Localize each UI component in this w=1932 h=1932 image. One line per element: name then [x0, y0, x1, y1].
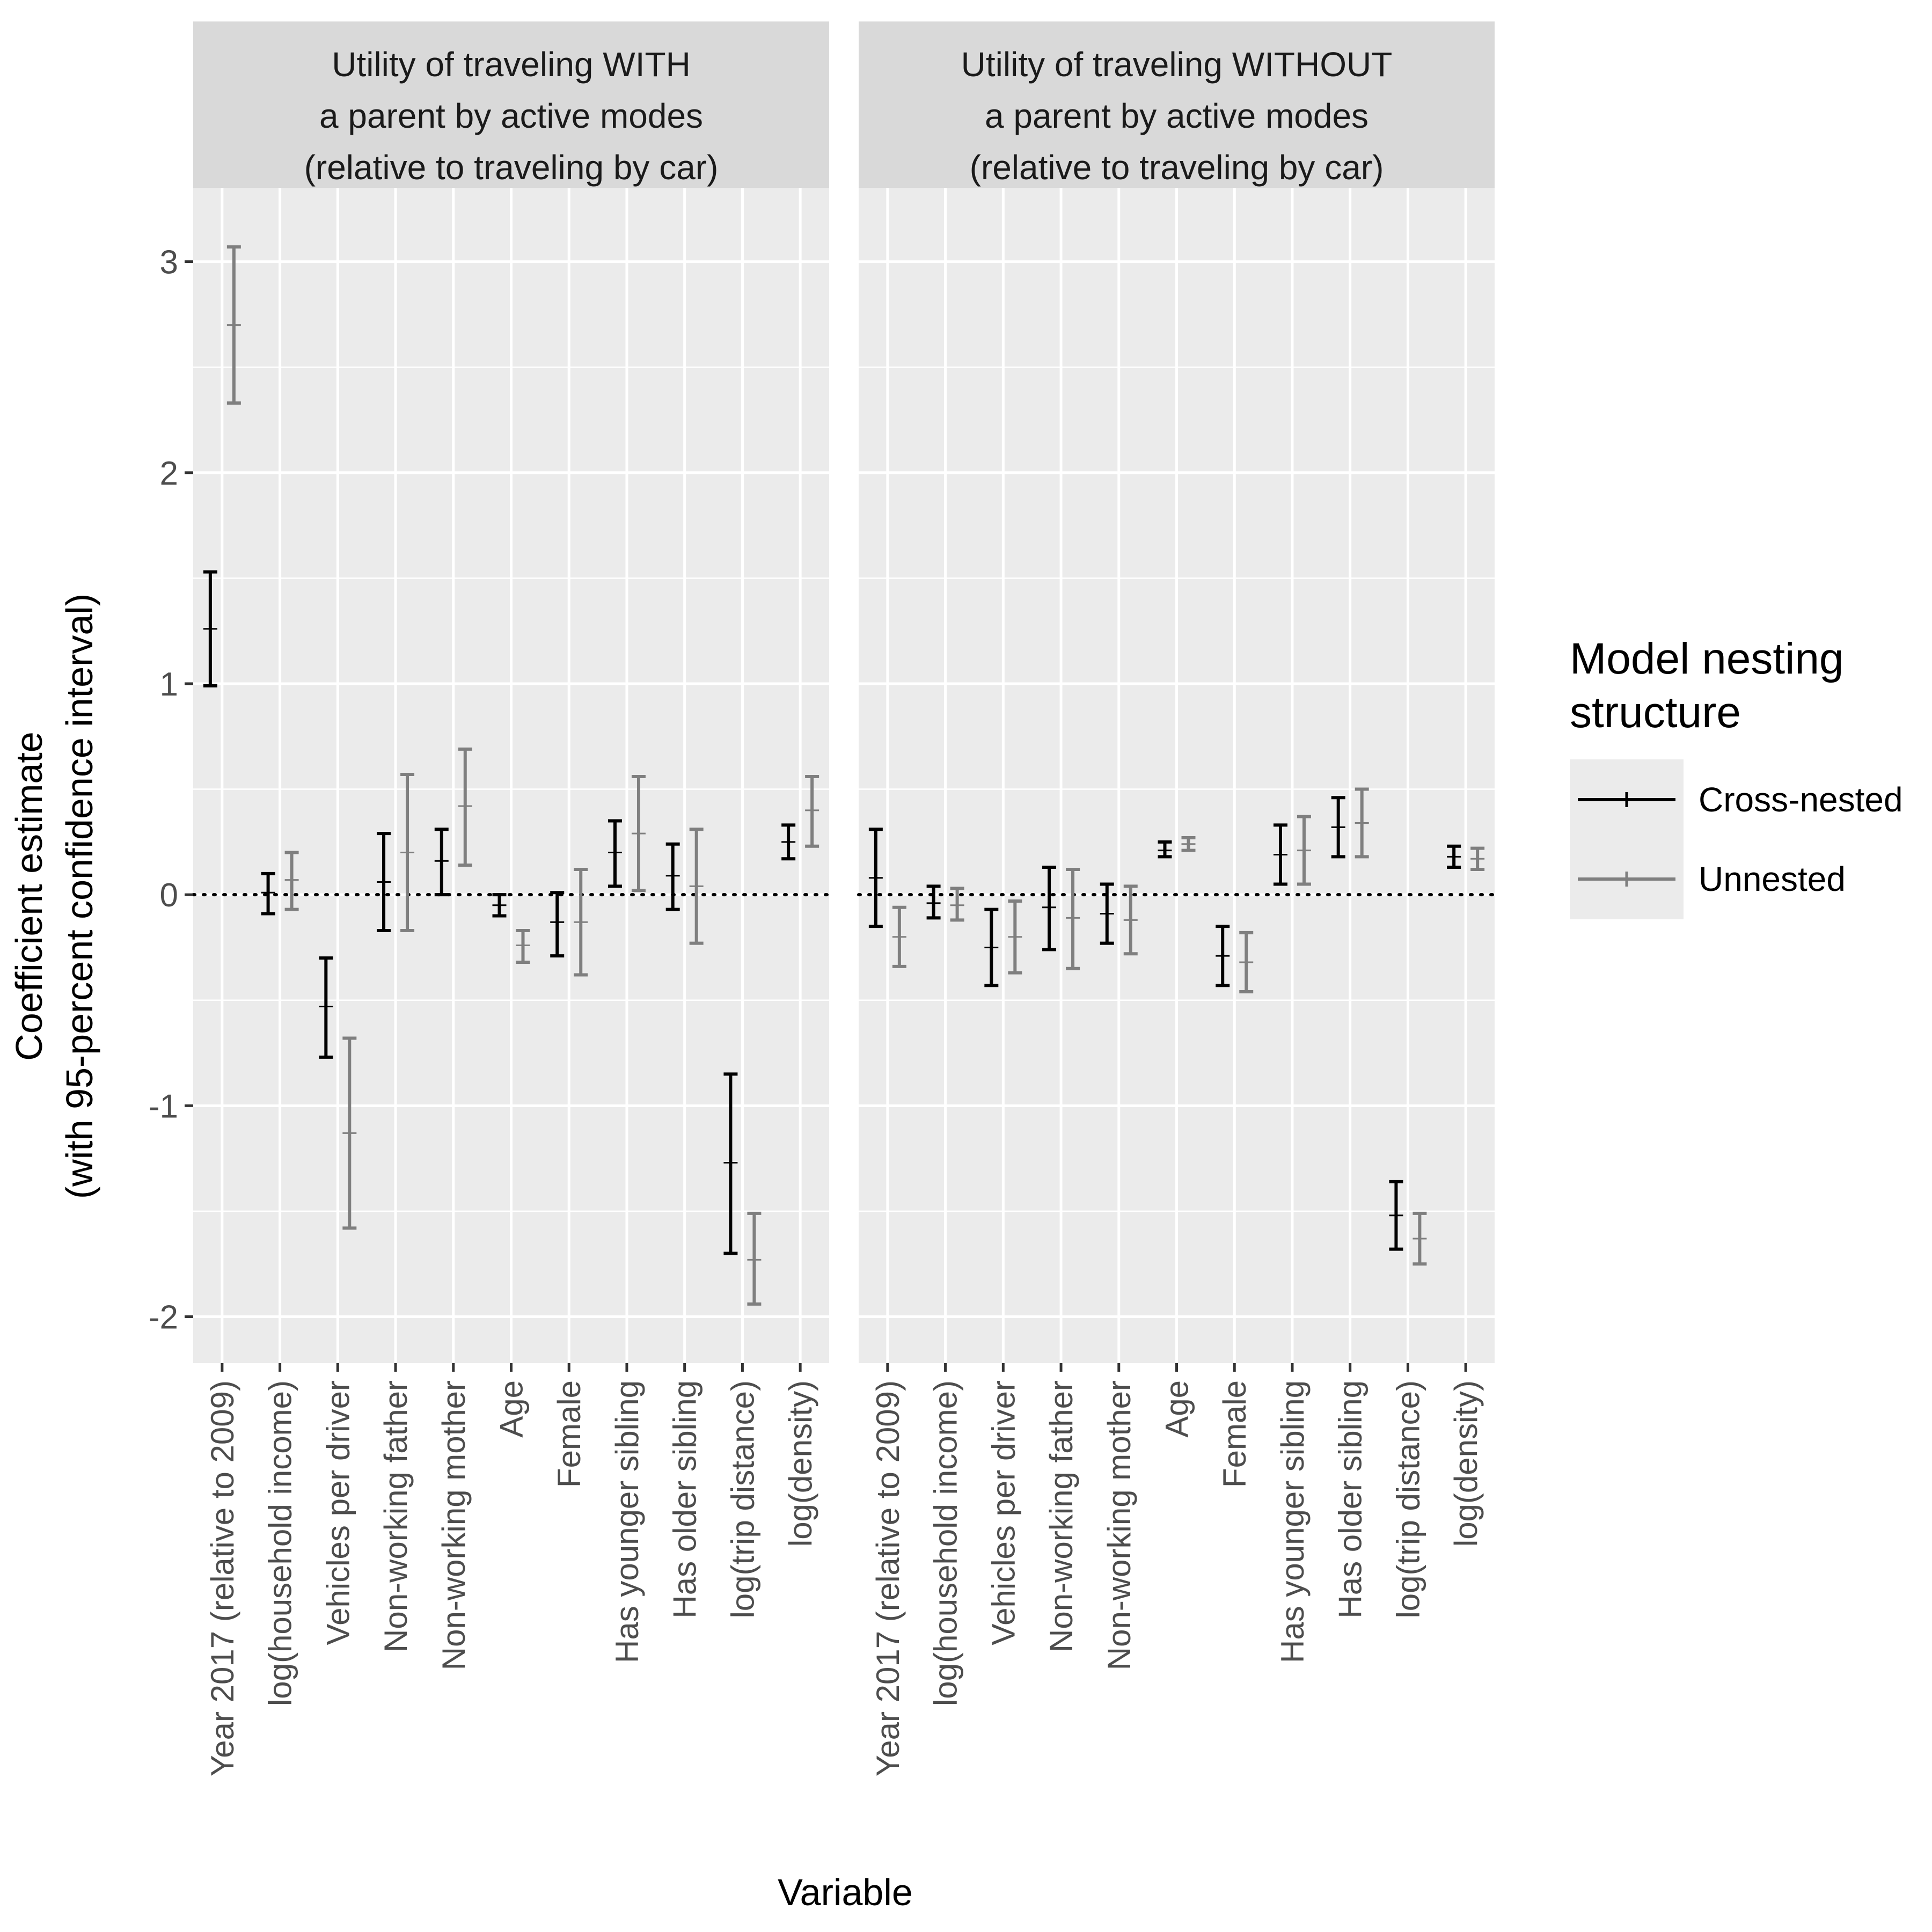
y-axis-title: Coefficient estimate (with 95-percent co… — [8, 594, 100, 1199]
error-bar-unnested — [342, 1036, 357, 1230]
legend-label-cross-nested: Cross-nested — [1699, 780, 1903, 819]
panel-strip — [859, 21, 1495, 188]
x-tick-label: log(density) — [782, 1380, 818, 1547]
error-bar-unnested — [284, 851, 299, 911]
error-bar-unnested — [747, 1211, 762, 1306]
error-bar-cross-nested — [319, 956, 333, 1059]
error-bar-cross-nested — [1331, 796, 1345, 859]
error-bar-unnested — [1355, 787, 1369, 859]
x-tick-label: Non-working father — [1043, 1380, 1079, 1652]
x-tick-label: Age — [494, 1380, 530, 1438]
error-bar-unnested — [805, 774, 819, 848]
error-bar-cross-nested — [1100, 882, 1114, 945]
error-bar-cross-nested — [608, 819, 622, 888]
x-tick-label: log(household income) — [262, 1380, 298, 1706]
legend-key-unnested — [1578, 872, 1675, 887]
error-bar-cross-nested — [1216, 925, 1230, 987]
error-bar-unnested — [1008, 899, 1022, 975]
x-tick-label: log(household income) — [928, 1380, 964, 1706]
legend-title-line-2: structure — [1570, 688, 1741, 737]
error-bar-cross-nested — [926, 884, 941, 920]
panel-title-line: a parent by active modes — [985, 97, 1368, 135]
panel-title-line: (relative to traveling by car) — [304, 148, 719, 187]
error-bar-cross-nested — [1389, 1180, 1403, 1251]
panel-title-line: Utility of traveling WITHOUT — [961, 45, 1393, 84]
error-bar-cross-nested — [984, 908, 999, 987]
x-tick-label: Female — [551, 1380, 587, 1488]
error-bar-unnested — [400, 773, 415, 932]
y-tick-label: -1 — [149, 1088, 178, 1125]
error-bar-cross-nested — [1273, 823, 1287, 886]
y-tick-label: 3 — [160, 244, 178, 281]
legend-label-unnested: Unnested — [1699, 860, 1846, 898]
error-bar-unnested — [1470, 846, 1485, 871]
x-tick-label: Has older sibling — [667, 1380, 703, 1619]
error-bar-cross-nested — [261, 872, 275, 916]
legend-title-line-1: Model nesting — [1570, 634, 1844, 683]
panel-2: Utility of traveling WITHOUT a parent by … — [857, 21, 1496, 1776]
error-bar-cross-nested — [377, 832, 391, 932]
x-tick-label: Non-working mother — [436, 1380, 472, 1670]
error-bar-unnested — [1297, 815, 1311, 886]
error-bar-unnested — [689, 828, 704, 945]
panels-layer: Utility of traveling WITH a parent by act… — [149, 21, 1496, 1776]
legend-keys — [1578, 792, 1675, 887]
error-bar-cross-nested — [434, 828, 449, 897]
error-bar-unnested — [574, 867, 588, 977]
panel-title-line: (relative to traveling by car) — [970, 148, 1384, 187]
x-tick-label: Has younger sibling — [609, 1380, 645, 1663]
legend-key-background — [1570, 759, 1684, 919]
error-bar-unnested — [1123, 884, 1138, 956]
x-tick-label: log(density) — [1448, 1380, 1484, 1547]
x-tick-label: Has older sibling — [1333, 1380, 1368, 1619]
x-tick-label: Has younger sibling — [1275, 1380, 1311, 1663]
x-tick-label: Age — [1159, 1380, 1195, 1438]
error-bar-unnested — [892, 905, 906, 968]
error-bar-cross-nested — [723, 1072, 738, 1255]
y-tick-label: -2 — [149, 1299, 178, 1336]
y-axis-title-line-1: Coefficient estimate — [8, 731, 50, 1060]
x-tick-label: Non-working mother — [1101, 1380, 1137, 1670]
panel-strip — [193, 21, 829, 188]
error-bar-cross-nested — [868, 828, 883, 928]
x-tick-label: Non-working father — [378, 1380, 414, 1652]
x-tick-label: log(trip distance) — [1390, 1380, 1426, 1619]
error-bar-cross-nested — [203, 570, 217, 687]
x-tick-label: Female — [1217, 1380, 1253, 1488]
legend-key-cross-nested — [1578, 792, 1675, 807]
y-tick-label: 1 — [160, 666, 178, 703]
error-bar-cross-nested — [1158, 840, 1172, 859]
error-bar-cross-nested — [1042, 866, 1057, 952]
error-bar-unnested — [1181, 836, 1196, 852]
error-bar-cross-nested — [781, 823, 796, 861]
x-tick-label: log(trip distance) — [724, 1380, 760, 1619]
x-axis-title: Variable — [778, 1871, 913, 1913]
panel-1: Utility of traveling WITH a parent by act… — [149, 21, 831, 1776]
y-axis-title-line-2: (with 95-percent confidence interval) — [58, 594, 100, 1199]
error-bar-unnested — [631, 774, 646, 892]
panel-title-line: Utility of traveling WITH — [332, 45, 691, 84]
x-tick-label: Year 2017 (relative to 2009) — [870, 1380, 906, 1776]
error-bar-unnested — [226, 245, 241, 405]
error-bar-cross-nested — [492, 893, 507, 918]
y-tick-label: 0 — [160, 877, 178, 914]
legend: Model nesting structure Cross-nested Unn… — [1570, 634, 1903, 919]
error-bar-unnested — [1066, 867, 1080, 970]
y-tick-label: 2 — [160, 455, 178, 492]
error-bar-unnested — [458, 747, 472, 867]
error-bar-cross-nested — [665, 842, 680, 911]
error-bar-cross-nested — [550, 891, 565, 958]
error-bar-unnested — [950, 887, 964, 922]
x-tick-label: Vehicles per driver — [985, 1380, 1021, 1645]
error-bar-unnested — [516, 928, 530, 964]
error-bar-unnested — [1413, 1211, 1427, 1266]
error-bar-unnested — [1239, 931, 1254, 994]
x-tick-label: Year 2017 (relative to 2009) — [204, 1380, 240, 1776]
panel-title-line: a parent by active modes — [319, 97, 703, 135]
x-tick-label: Vehicles per driver — [320, 1380, 356, 1645]
error-bar-cross-nested — [1447, 844, 1461, 869]
